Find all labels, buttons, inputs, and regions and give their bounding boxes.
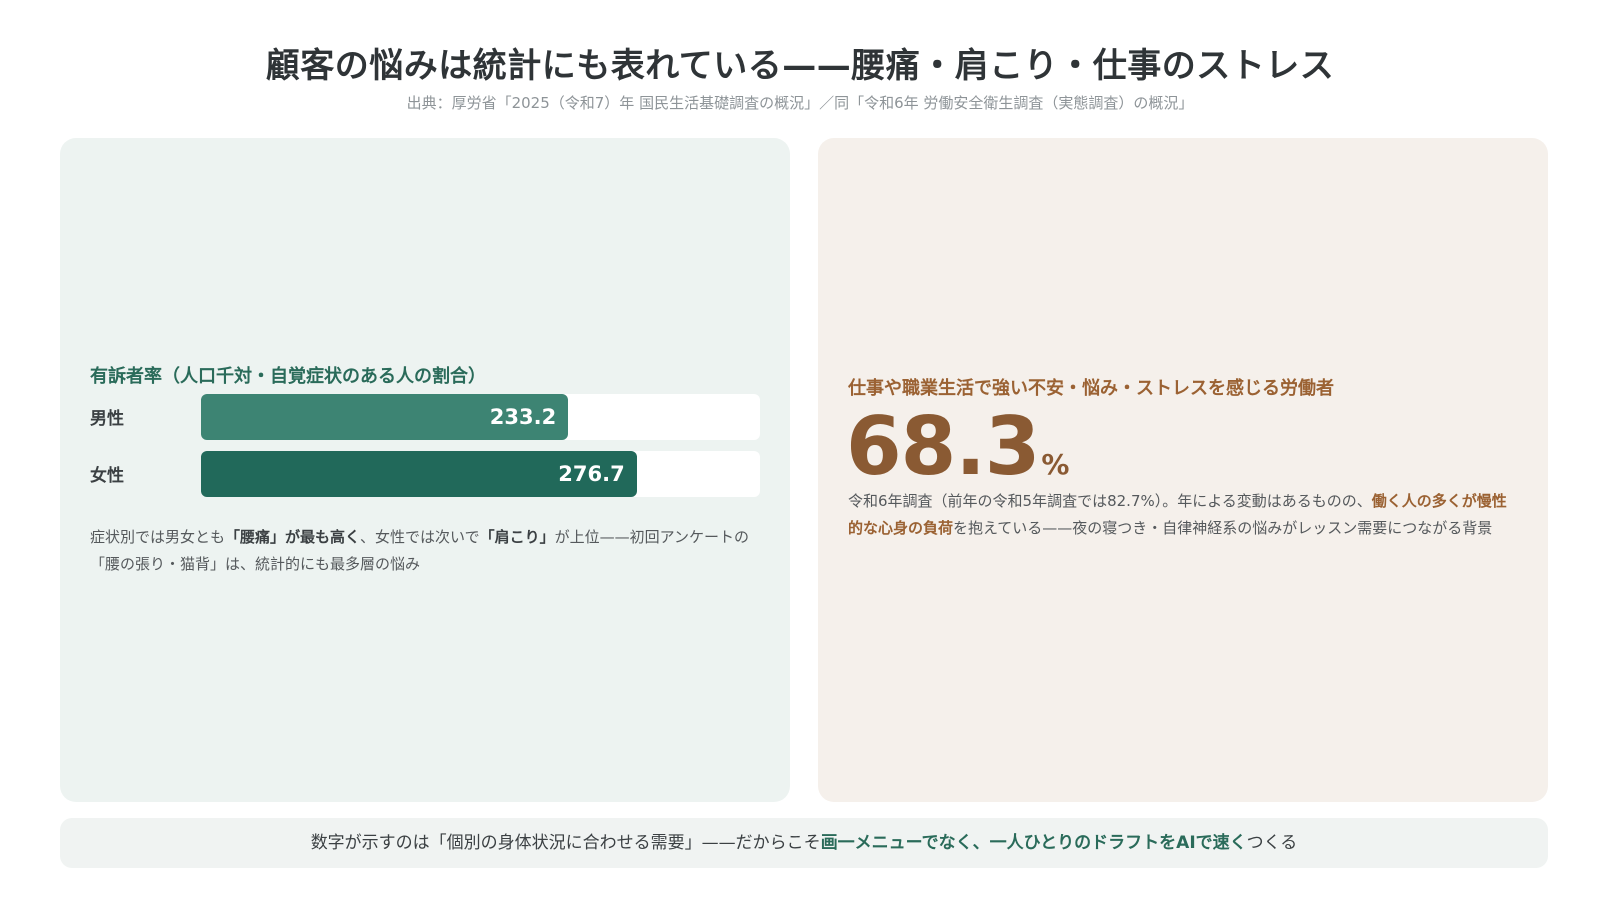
source-note: 出典：厚労省「2025（令和7）年 国民生活基礎調査の概況」／同「令和6年 労働… [406,94,1194,112]
page-title: 顧客の悩みは統計にも表れている——腰痛・肩こり・仕事のストレス [265,46,1335,86]
bar-track-female: 276.7 [201,451,760,497]
stress-stat-card: 仕事や職業生活で強い不安・悩み・ストレスを感じる労働者 68.3% 令和6年調査… [818,138,1548,802]
note-text-2: 、女性では次いで [360,528,480,546]
bar-female: 276.7 [201,451,637,497]
bar-value-male: 233.2 [489,405,557,429]
footer-emphasis: 画一メニューでなく、一人ひとりのドラフトをAIで速く [820,833,1247,853]
note-emphasis-stiff-shoulder: 「肩こり」 [479,528,555,546]
bar-label-male: 男性 [90,409,124,429]
stat-note-text-2: を抱えている——夜の寝つき・自律神経系の悩みがレッスン需要につながる背景 [953,519,1493,537]
symptom-note: 症状別では男女とも「腰痛」が最も高く、女性では次いで「肩こり」が上位——初回アン… [90,524,760,578]
stat-note: 令和6年調査（前年の令和5年調査では82.7%）。年による変動はあるものの、働く… [848,488,1518,542]
footer-message: 数字が示すのは「個別の身体状況に合わせる需要」——だからこそ画一メニューでなく、… [60,818,1548,868]
bar-value-female: 276.7 [558,462,625,486]
footer-text-2: つくる [1246,833,1298,853]
stat-note-text-1: 令和6年調査（前年の令和5年調査では82.7%）。年による変動はあるものの、 [848,492,1372,510]
chart-title: 有訴者率（人口千対・自覚症状のある人の割合） [90,366,486,387]
bar-track-male: 233.2 [201,394,760,440]
note-text-3: が上位——初回アンケートの「腰の張り・猫背」は、統計的にも最多層の悩み [90,528,750,573]
note-emphasis-back-pain: 「腰痛」が最も高く [225,528,361,546]
stat-value: 68.3% [846,400,1069,493]
stat-unit: % [1041,448,1069,481]
note-text-1: 症状別では男女とも [90,528,226,546]
footer-text-1: 数字が示すのは「個別の身体状況に合わせる需要」——だからこそ [310,833,821,853]
stat-note-emphasis: 働く人の多くが慢性的な心身の負荷 [848,492,1507,537]
symptom-chart-card: 有訴者率（人口千対・自覚症状のある人の割合） 男性 233.2 女性 276.7… [60,138,790,802]
stat-label: 仕事や職業生活で強い不安・悩み・ストレスを感じる労働者 [848,378,1334,399]
bar-label-female: 女性 [90,466,124,486]
stat-number: 68.3 [846,400,1040,493]
bar-male: 233.2 [201,394,569,440]
